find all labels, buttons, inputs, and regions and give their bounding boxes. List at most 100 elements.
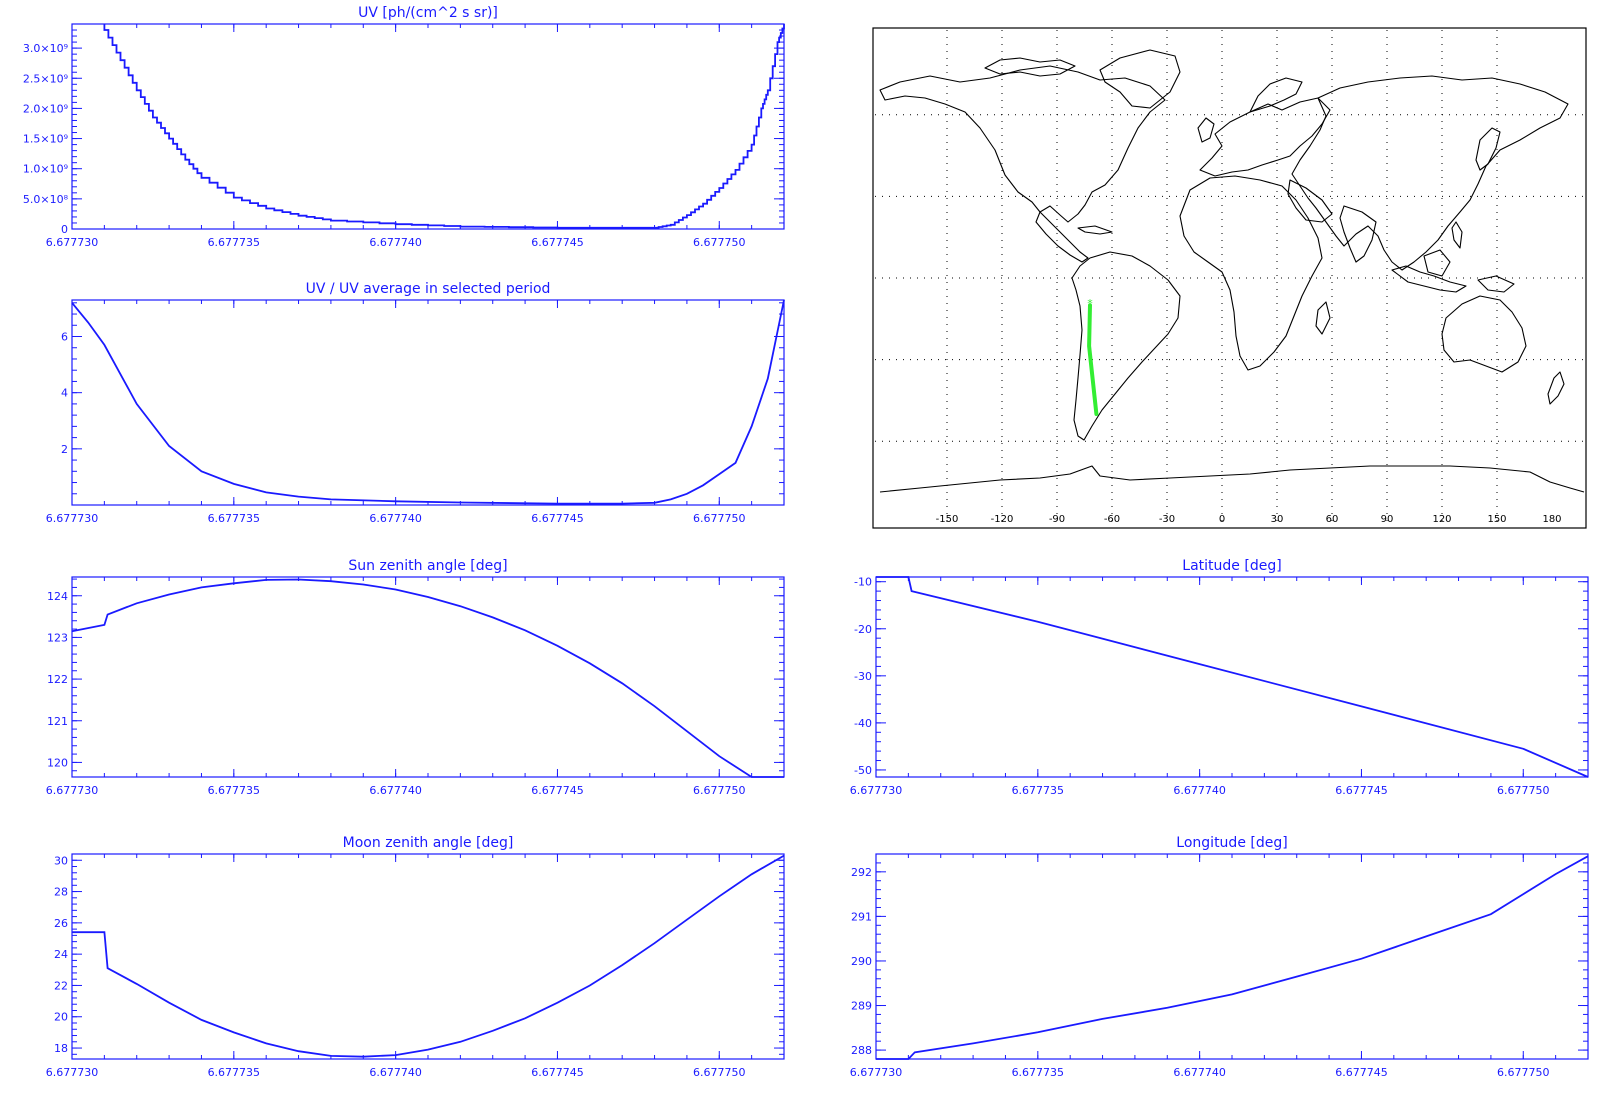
y-tick-label: 5.0×10⁸: [23, 193, 69, 206]
x-tick-label: 6.677735: [208, 512, 261, 525]
india-outline: [1339, 205, 1377, 263]
x-tick-label: 6.677745: [531, 784, 584, 797]
x-tick-label: 6.677745: [531, 236, 584, 249]
moon-zenith-panel-title: Moon zenith angle [deg]: [343, 835, 514, 851]
x-tick-label: 6.677750: [693, 1066, 746, 1079]
map-lon-tick-label: 30: [1271, 514, 1284, 525]
x-tick-label: 6.677750: [693, 784, 746, 797]
x-tick-label: 6.677730: [46, 236, 99, 249]
sun-zenith-panel: Sun zenith angle [deg] 6.677730 6.677735 6…: [46, 558, 785, 797]
moon-zenith-series-line: [72, 854, 785, 1058]
sun-zenith-y-tick-labels: 120 121 122 123 124: [47, 590, 68, 770]
moon-zenith-x-tick-labels: 6.677730 6.677735 6.677740 6.677745 6.677750: [46, 1066, 746, 1079]
europe-outline: [1199, 97, 1331, 177]
uv-ratio-panel: UV / UV average in selected period 6.677…: [46, 281, 785, 525]
indonesia-outline: [1391, 265, 1467, 293]
x-tick-label: 6.677740: [369, 1066, 422, 1079]
y-tick-label: 121: [47, 715, 68, 728]
y-tick-label: 291: [851, 910, 872, 923]
british-isles-outline: [1197, 117, 1215, 143]
x-tick-label: 6.677735: [1012, 784, 1065, 797]
y-tick-label: 28: [54, 886, 68, 899]
uv-ratio-ticks: [71, 300, 785, 505]
y-tick-label: 0: [61, 223, 68, 236]
y-tick-label: 120: [47, 756, 68, 769]
latitude-ticks: [875, 577, 1589, 777]
x-tick-label: 6.677740: [369, 512, 422, 525]
sun-zenith-plot-frame: [71, 576, 785, 778]
x-tick-label: 6.677730: [46, 1066, 99, 1079]
y-tick-label: 1.5×10⁹: [23, 133, 68, 146]
north-america-outline: [879, 65, 1166, 223]
sun-zenith-ticks: [71, 577, 785, 777]
moon-zenith-panel: Moon zenith angle [deg] 6.677730 6.677735…: [46, 835, 785, 1079]
uv-ratio-y-tick-labels: 2 4 6: [61, 331, 68, 456]
new-guinea-outline: [1477, 275, 1515, 293]
y-tick-label: 6: [61, 331, 68, 344]
scandinavia-outline: [1249, 77, 1303, 113]
map-lon-tick-label: 0: [1219, 514, 1225, 525]
y-tick-label: -50: [854, 764, 872, 777]
uv-ratio-panel-title: UV / UV average in selected period: [306, 281, 551, 297]
map-frame: [872, 27, 1587, 529]
y-tick-label: 122: [47, 673, 68, 686]
latitude-plot-frame: [875, 576, 1589, 778]
uv-ticks: [71, 23, 785, 230]
y-tick-label: 1.0×10⁹: [23, 163, 68, 176]
longitude-y-tick-labels: 288 289 290 291 292: [851, 866, 872, 1057]
x-tick-label: 6.677750: [693, 512, 746, 525]
map-lon-tick-label: -30: [1159, 514, 1175, 525]
x-tick-label: 6.677735: [1012, 1066, 1065, 1079]
map-lon-tick-label: 180: [1542, 514, 1561, 525]
philippines-outline: [1451, 221, 1463, 249]
y-tick-label: 26: [54, 917, 68, 930]
map-lon-tick-label: -150: [936, 514, 959, 525]
longitude-series-line: [876, 855, 1589, 1060]
y-tick-label: 292: [851, 866, 872, 879]
uv-x-tick-labels: 6.677730 6.677735 6.677740 6.677745 6.677750: [46, 236, 746, 249]
antarctica-outline: [879, 465, 1585, 493]
uv-panel-title: UV [ph/(cm^2 s sr)]: [358, 5, 498, 21]
y-tick-label: -40: [854, 717, 872, 730]
new-zealand-outline: [1547, 371, 1565, 405]
arabia-outline: [1287, 179, 1333, 223]
uv-y-tick-labels: 0 5.0×10⁸ 1.0×10⁹ 1.5×10⁹ 2.0×10⁹ 2.5×10⁹ 3.0×…: [23, 42, 69, 236]
x-tick-label: 6.677730: [46, 512, 99, 525]
y-tick-label: 123: [47, 631, 68, 644]
x-tick-label: 6.677740: [369, 784, 422, 797]
x-tick-label: 6.677745: [531, 1066, 584, 1079]
satellite-ground-track: [1087, 303, 1099, 416]
map-lon-tick-label: 150: [1487, 514, 1506, 525]
longitude-plot-frame: [875, 853, 1589, 1060]
uv-series-line: [103, 24, 785, 229]
longitude-panel: Longitude [deg] 6.677730 6.677735 6.677740…: [850, 835, 1589, 1079]
y-tick-label: 4: [61, 387, 68, 400]
borneo-outline: [1423, 249, 1451, 277]
y-tick-label: 2.0×10⁹: [23, 102, 68, 115]
continent-outlines: [879, 49, 1585, 493]
x-tick-label: 6.677730: [850, 1066, 903, 1079]
latitude-panel: Latitude [deg] 6.677730 6.677735 6.677740 6…: [850, 558, 1589, 797]
longitude-ticks: [875, 853, 1589, 1059]
track-start-marker: *: [1087, 297, 1093, 310]
map-lon-tick-label: 60: [1326, 514, 1339, 525]
x-tick-label: 6.677735: [208, 236, 261, 249]
cuba-outline: [1077, 225, 1113, 235]
uv-ratio-series-line: [71, 299, 785, 505]
arctic-islands-outline: [984, 57, 1076, 77]
madagascar-outline: [1315, 301, 1331, 335]
y-tick-label: 290: [851, 955, 872, 968]
longitude-panel-title: Longitude [deg]: [1176, 835, 1287, 851]
x-tick-label: 6.677745: [1335, 784, 1388, 797]
map-lon-tick-label: -60: [1104, 514, 1120, 525]
moon-zenith-ticks: [71, 853, 785, 1059]
map-lon-tick-label: 90: [1381, 514, 1394, 525]
map-lon-tick-label: -120: [991, 514, 1014, 525]
uv-ratio-plot-frame: [71, 299, 785, 506]
y-tick-label: 289: [851, 1000, 872, 1013]
y-tick-label: 30: [54, 854, 68, 867]
y-tick-label: 124: [47, 590, 68, 603]
map-lon-tick-label: 120: [1432, 514, 1451, 525]
x-tick-label: 6.677745: [531, 512, 584, 525]
